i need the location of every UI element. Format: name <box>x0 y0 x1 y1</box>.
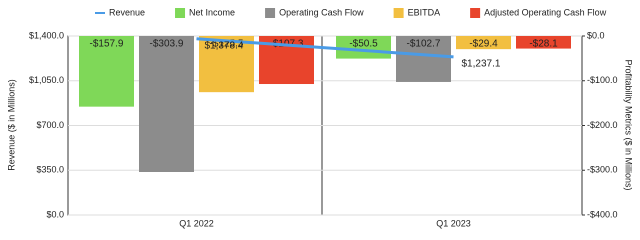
bar <box>139 36 194 172</box>
value-label: -$157.9 <box>90 39 124 50</box>
y-tick-label: $1,050.0 <box>29 75 64 85</box>
legend-swatch <box>265 8 276 18</box>
bar <box>396 36 451 82</box>
value-label: -$29.4 <box>469 39 498 50</box>
y2-tick-label: -$300.0 <box>587 165 618 175</box>
legend-swatch <box>470 8 481 18</box>
y2-tick-label: -$200.0 <box>587 120 618 130</box>
y2-tick-label: -$400.0 <box>587 209 618 219</box>
x-tick-label: Q1 2023 <box>436 218 471 228</box>
y2-axis-title: Profitability Metrics ($ in Millions) <box>624 59 634 190</box>
line <box>196 37 454 59</box>
legend-label: Net Income <box>189 7 235 17</box>
legend-label: Adjusted Operating Cash Flow <box>484 7 607 17</box>
bar <box>516 36 571 49</box>
value-label: $1,237.1 <box>462 58 501 69</box>
legend-label: EBITDA <box>408 7 441 17</box>
value-label: -$303.9 <box>150 39 184 50</box>
y2-tick-label: $0.0 <box>587 30 605 40</box>
value-label: -$102.7 <box>407 39 441 50</box>
x-tick-label: Q1 2022 <box>179 218 214 228</box>
bar <box>456 36 511 50</box>
bar <box>199 36 254 93</box>
value-label: -$28.1 <box>529 39 558 50</box>
legend-label: Operating Cash Flow <box>279 7 364 17</box>
y-tick-label: $1,400.0 <box>29 30 64 40</box>
legend-label: Revenue <box>109 7 145 17</box>
value-label: $1,378.4 <box>205 40 244 51</box>
legend-swatch <box>393 8 404 18</box>
value-label: -$50.5 <box>349 39 378 50</box>
bar <box>79 36 134 107</box>
legend-swatch <box>175 8 186 18</box>
y-tick-label: $700.0 <box>36 120 64 130</box>
y-tick-label: $350.0 <box>36 165 64 175</box>
y-tick-label: $0.0 <box>46 209 64 219</box>
y-axis-title: Revenue ($ in Millions) <box>6 79 16 171</box>
value-label: -$125.5 <box>210 39 244 50</box>
y2-tick-label: -$100.0 <box>587 75 618 85</box>
